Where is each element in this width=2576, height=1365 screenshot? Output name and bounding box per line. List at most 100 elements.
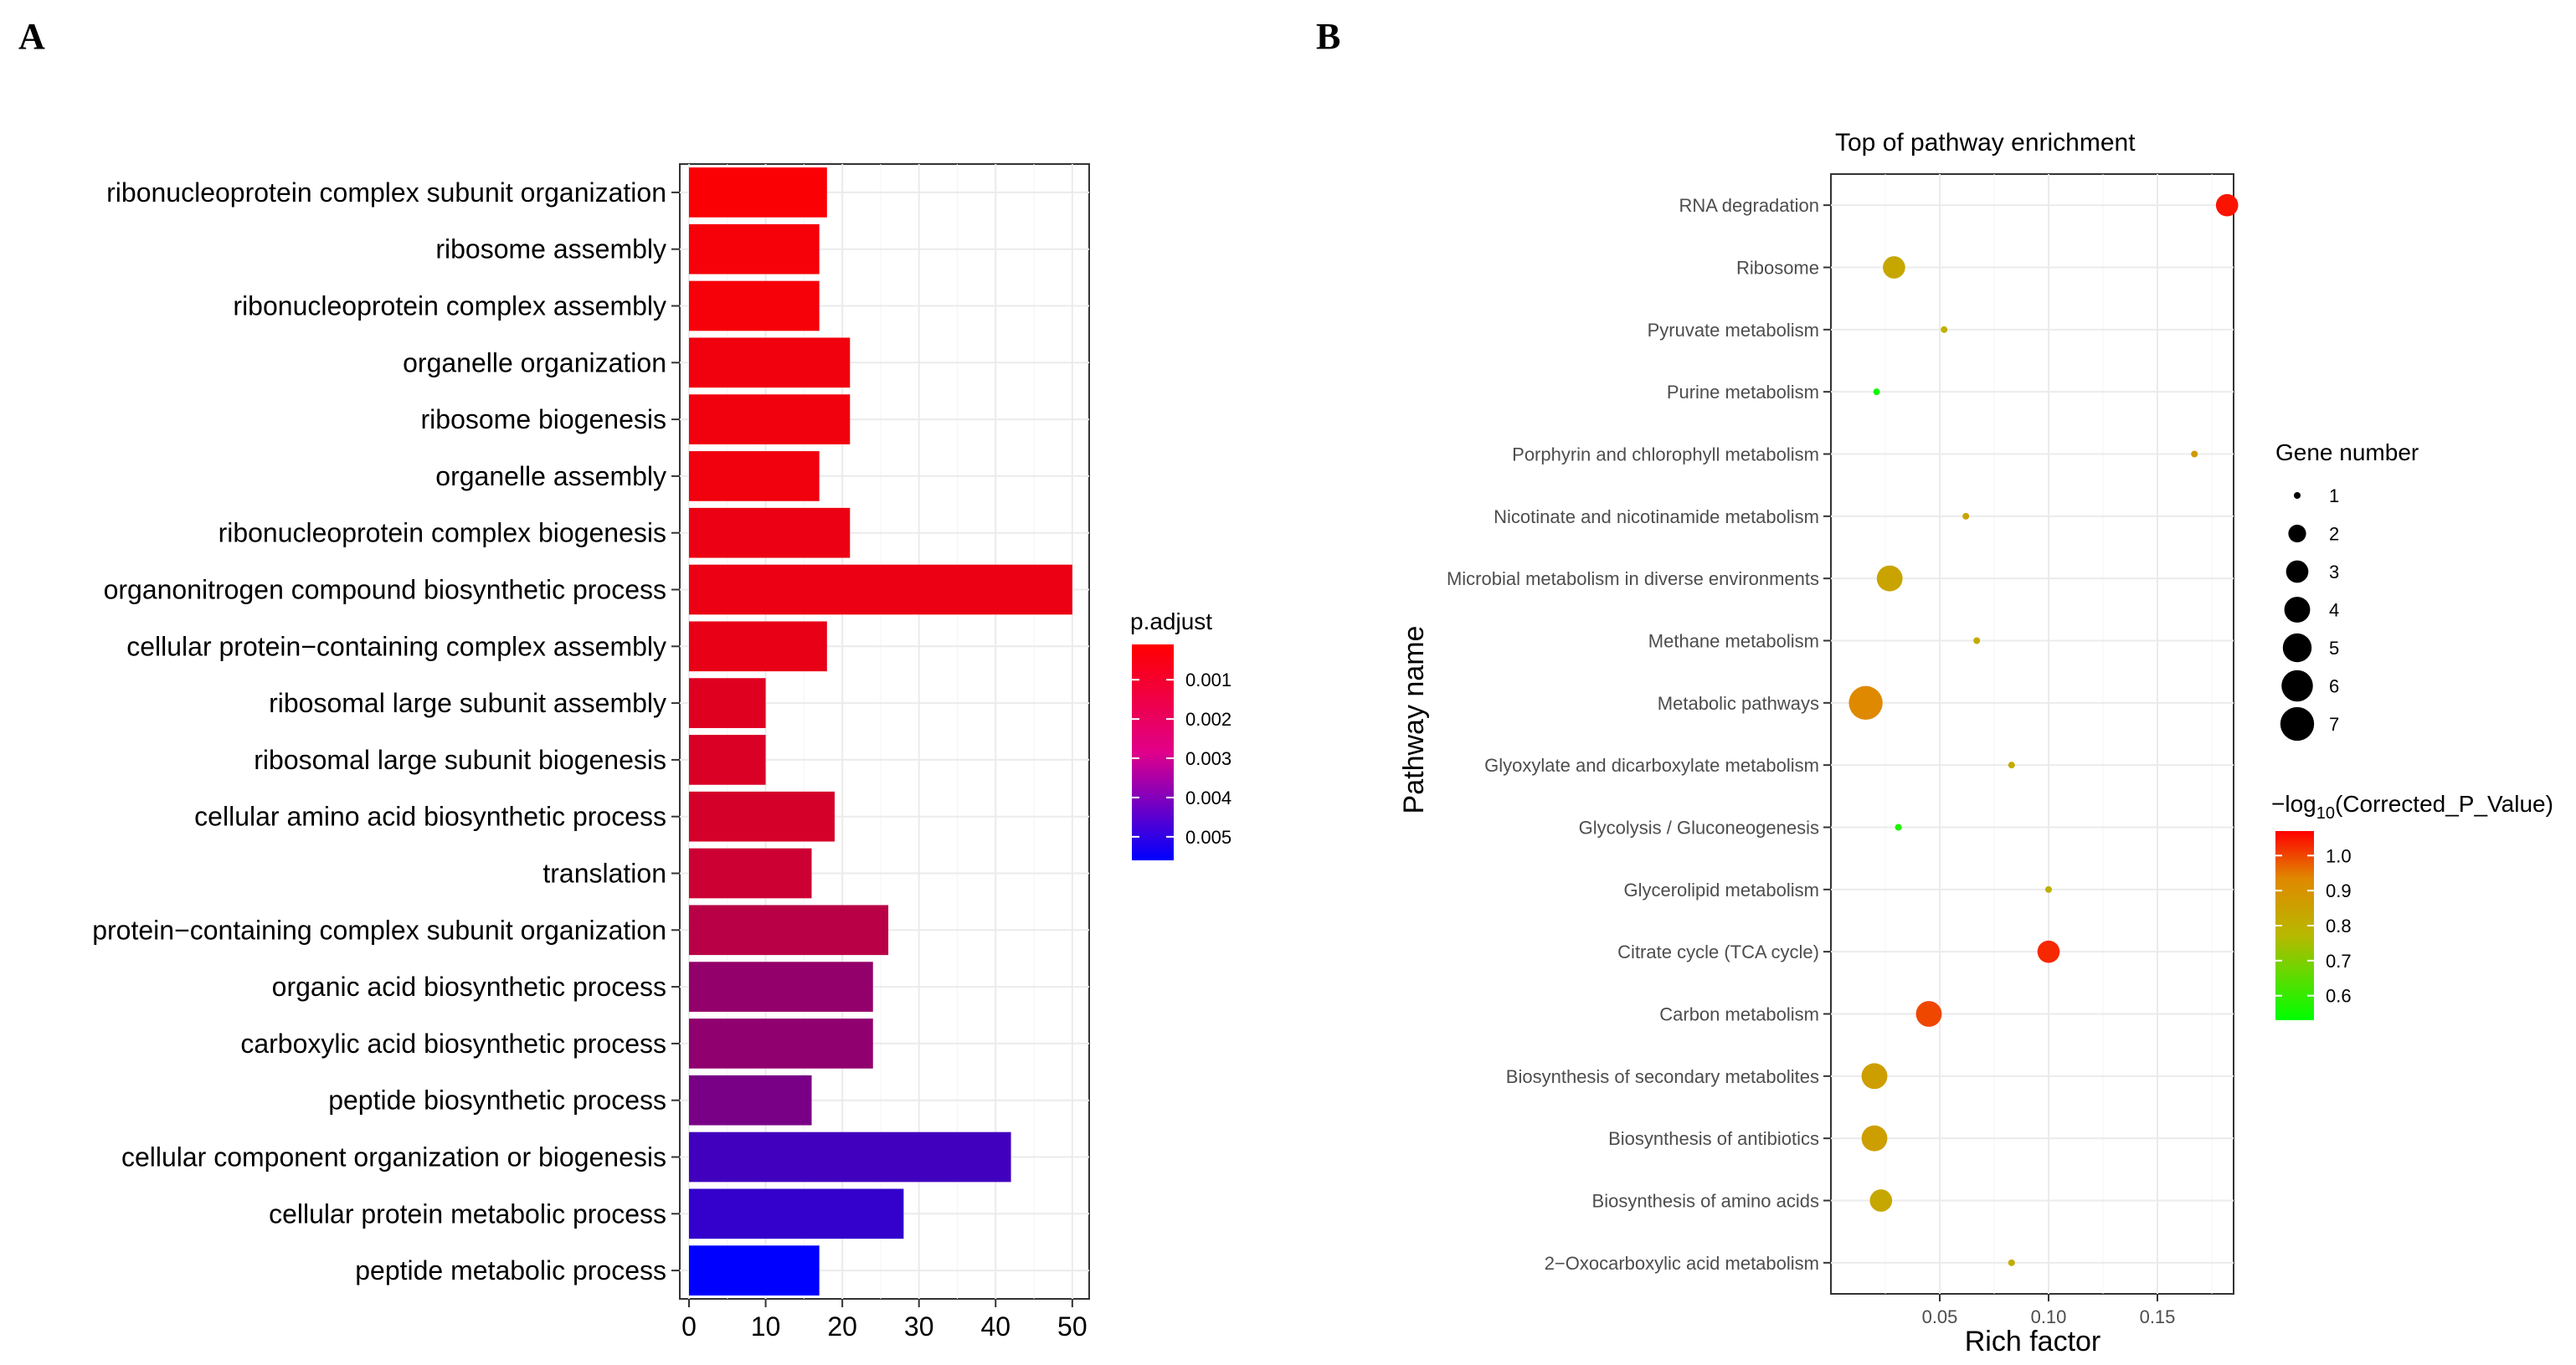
data-point [1848,685,1883,720]
x-ticks-a: 0 10 20 30 40 50 [681,1299,1087,1342]
x-ticks-b: 0.05 0.10 0.15 [1922,1294,2176,1327]
color-legend-label: 1.0 [2326,845,2352,866]
category-label-b: RNA degradation [1679,195,1819,216]
y-axis-title-b: Pathway name [1398,626,1430,814]
category-label-a: ribosome assembly [435,234,666,264]
data-point [2008,762,2015,769]
bar [688,905,889,956]
bar [688,1245,820,1296]
color-legend-label: 0.6 [2326,986,2352,1007]
color-legend-title-prefix: −log [2271,791,2316,817]
x-axis-title-b: Rich factor [1965,1326,2101,1357]
color-legend-label: 0.9 [2326,880,2352,901]
legend-tick-label-a: 0.003 [1185,748,1231,769]
plot-area-b [1830,173,2234,1295]
size-legend-label: 5 [2329,638,2339,659]
category-label-b: Biosynthesis of secondary metabolites [1506,1066,1819,1087]
category-labels-b: RNA degradation Ribosome Pyruvate metaboli… [1447,195,1831,1274]
category-label-a: organonitrogen compound biosynthetic pro… [104,575,666,605]
plot-area-a [679,163,1090,1300]
data-point [2215,193,2239,217]
data-point [1973,637,1981,644]
category-label-b: Glyoxylate and dicarboxylate metabolism [1484,755,1819,776]
size-legend-title-b: Gene number [2275,439,2419,465]
category-label-a: organelle organization [403,347,666,377]
size-legend-dot [2284,597,2311,623]
category-label-a: cellular component organization or bioge… [121,1142,666,1173]
size-legend-b: Gene number 1 2 3 4 5 6 7 [2275,439,2419,742]
category-labels-a: ribonucleoprotein complex subunit organi… [92,177,680,1285]
category-label-a: cellular protein metabolic process [269,1198,666,1229]
size-legend-label: 1 [2329,485,2339,506]
category-label-a: organic acid biosynthetic process [272,972,666,1002]
size-legend-label: 7 [2329,714,2339,735]
category-label-b: Nicotinate and nicotinamide metabolism [1494,506,1819,527]
legend-tick-label-a: 0.001 [1185,670,1231,690]
x-tick-label-a: 20 [827,1311,857,1342]
data-point [2008,1259,2015,1266]
category-label-b: Pyruvate metabolism [1648,320,1819,341]
bar [688,1019,873,1069]
size-legend-dot [2285,560,2309,583]
category-label-a: peptide metabolic process [355,1255,666,1285]
category-label-b: Glycolysis / Gluconeogenesis [1579,818,1819,839]
bar [688,564,1072,615]
bar-chart-panel-a: ribonucleoprotein complex subunit organi… [92,163,1231,1342]
bar [688,735,766,785]
data-point [1861,1063,1888,1090]
legend-colorbar-a [1132,644,1174,860]
category-label-b: Microbial metabolism in diverse environm… [1447,568,1819,589]
bar [688,1188,904,1239]
data-point [1861,1125,1888,1152]
x-tick-label-a: 10 [751,1311,781,1342]
data-point [1962,512,1970,520]
bar [688,1132,1011,1183]
legend-tick-label-a: 0.002 [1185,709,1231,730]
size-legend-dot [2280,706,2315,742]
category-label-b: Ribosome [1736,258,1819,279]
bar [688,678,766,728]
category-label-b: Porphyrin and chlorophyll metabolism [1512,444,1819,465]
category-label-a: ribosomal large subunit assembly [269,688,666,718]
category-label-a: ribonucleoprotein complex assembly [233,291,666,321]
panel-label-b: B [1316,16,1340,57]
color-legend-label: 0.8 [2326,916,2352,937]
category-label-b: Carbon metabolism [1659,1004,1819,1025]
data-point [1895,824,1902,831]
data-point [1883,256,1905,279]
category-label-a: ribonucleoprotein complex subunit organi… [106,177,666,208]
bar [688,451,820,501]
category-label-a: ribosome biogenesis [421,404,667,434]
dot-chart-panel-b: Top of pathway enrichment RNA degradatio… [1398,129,2553,1357]
bar [688,621,827,672]
bar [688,167,827,218]
x-tick-label-b: 0.10 [2031,1306,2067,1327]
bar [688,791,835,842]
chart-title-b: Top of pathway enrichment [1835,129,2136,157]
legend-tick-label-a: 0.004 [1185,788,1231,808]
data-point [2037,940,2060,963]
x-tick-label-a: 40 [980,1311,1010,1342]
color-legend-title-sub: 10 [2316,804,2335,823]
color-legend-title-b: −log10(Corrected_P_Value) [2271,791,2553,823]
x-tick-label-a: 30 [904,1311,934,1342]
color-legend-b: −log10(Corrected_P_Value) 1.0 0.9 0.8 0.7 0.… [2271,791,2553,1020]
x-tick-label-b: 0.15 [2140,1306,2176,1327]
category-label-b: Biosynthesis of amino acids [1592,1191,1819,1212]
size-legend-label: 4 [2329,600,2339,621]
size-legend-label: 3 [2329,562,2339,582]
data-point [1941,326,1948,333]
category-label-b: Biosynthesis of antibiotics [1608,1128,1819,1149]
bar [688,337,851,388]
category-label-a: organelle assembly [435,461,666,491]
category-label-b: Purine metabolism [1667,382,1819,403]
size-legend-label: 2 [2329,524,2339,545]
bar [688,507,851,558]
bar [688,280,820,331]
category-label-a: ribosomal large subunit biogenesis [254,745,666,775]
bar [688,962,873,1012]
category-label-b: Metabolic pathways [1658,693,1819,714]
category-label-a: ribonucleoprotein complex biogenesis [219,518,666,548]
legend-tick-label-a: 0.005 [1185,827,1231,848]
